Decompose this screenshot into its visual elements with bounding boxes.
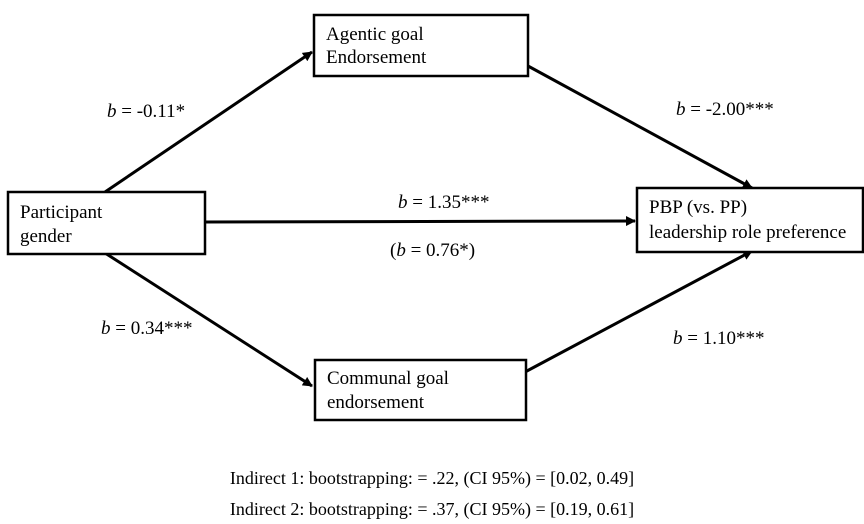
coef-gender-outcome-direct: (b = 0.76*): [390, 240, 475, 261]
node-outcome-line-1: PBP (vs. PP): [649, 197, 747, 218]
node-communal-goal-endorsement: Communal goal endorsement: [313, 358, 528, 422]
node-outcome-line-2: leadership role preference: [649, 222, 846, 243]
coef-gender-outcome-direct-value: = 0.76*): [406, 240, 475, 261]
coef-communal-outcome-symbol: b: [673, 328, 683, 349]
coef-gender-agentic: b = -0.11*: [107, 101, 185, 122]
coef-gender-communal: b = 0.34***: [101, 318, 192, 339]
coef-gender-communal-value: = 0.34***: [111, 318, 193, 339]
coef-gender-communal-symbol: b: [101, 318, 111, 339]
node-communal-line-2: endorsement: [327, 392, 425, 413]
coef-gender-outcome-total-symbol: b: [398, 192, 408, 213]
node-communal-line-1: Communal goal: [327, 368, 449, 389]
arrow-gender-to-outcome: [203, 216, 636, 227]
node-participant-gender-line-1: Participant: [20, 202, 103, 223]
coef-agentic-outcome: b = -2.00***: [676, 99, 774, 120]
coef-communal-outcome: b = 1.10***: [673, 328, 764, 349]
node-agentic-goal-endorsement: Agentic goal Endorsement: [312, 13, 530, 78]
coef-communal-outcome-value: = 1.10***: [683, 328, 765, 349]
indirect-effect-2: Indirect 2: bootstrapping: = .37, (CI 95…: [229, 499, 635, 519]
coef-gender-outcome-direct-open: (: [390, 240, 396, 261]
coef-gender-outcome-total-value: = 1.35***: [408, 192, 490, 213]
coef-agentic-outcome-symbol: b: [676, 99, 686, 120]
coef-gender-outcome-direct-symbol: b: [396, 240, 406, 261]
indirect-effect-1: Indirect 1: bootstrapping: = .22, (CI 95…: [229, 468, 635, 488]
coef-gender-outcome-total: b = 1.35***: [398, 192, 489, 213]
arrow-communal-to-outcome: [524, 249, 753, 374]
arrow-gender-to-communal: [104, 251, 313, 388]
node-participant-gender-line-2: gender: [20, 226, 72, 247]
coef-gender-agentic-symbol: b: [107, 101, 117, 122]
coef-agentic-outcome-value: = -2.00***: [686, 99, 774, 120]
coef-gender-agentic-value: = -0.11*: [117, 101, 186, 122]
arrow-gender-to-agentic: [104, 50, 313, 194]
node-leadership-role-preference: PBP (vs. PP) leadership role preference: [635, 186, 864, 254]
node-agentic-line-1: Agentic goal: [326, 24, 424, 45]
arrow-agentic-to-outcome: [527, 64, 753, 190]
node-agentic-line-2: Endorsement: [326, 47, 427, 68]
node-participant-gender: Participant gender: [6, 190, 207, 256]
